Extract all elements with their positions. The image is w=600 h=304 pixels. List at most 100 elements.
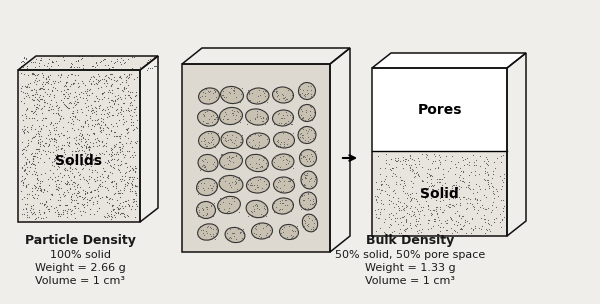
Point <box>102 175 112 180</box>
Point <box>496 154 506 159</box>
Point <box>306 105 316 110</box>
Point <box>484 206 493 210</box>
Point <box>127 66 137 71</box>
Point <box>466 226 475 230</box>
Point <box>496 197 505 202</box>
Point <box>74 140 83 145</box>
Point <box>104 132 114 137</box>
Point <box>413 219 423 224</box>
Point <box>475 205 484 209</box>
Point <box>70 101 79 106</box>
Point <box>275 199 285 203</box>
Point <box>22 105 32 110</box>
Point <box>281 120 291 125</box>
Point <box>88 123 97 128</box>
Point <box>88 202 98 207</box>
Point <box>31 150 40 155</box>
Point <box>287 228 297 233</box>
Point <box>130 190 140 195</box>
Point <box>57 143 67 147</box>
Point <box>29 169 38 174</box>
Point <box>114 203 124 208</box>
Point <box>303 134 313 139</box>
Point <box>427 177 436 182</box>
Point <box>127 113 137 118</box>
Point <box>45 167 55 172</box>
Point <box>423 203 433 208</box>
Point <box>261 161 271 165</box>
Point <box>17 126 26 131</box>
Point <box>498 152 508 157</box>
Point <box>23 130 33 134</box>
Point <box>116 75 125 80</box>
Point <box>125 95 134 99</box>
Point <box>409 181 418 185</box>
Point <box>226 236 235 240</box>
Point <box>484 171 493 176</box>
Point <box>108 64 118 69</box>
Point <box>458 170 467 174</box>
Point <box>24 95 34 99</box>
Point <box>429 207 439 212</box>
Point <box>74 191 83 196</box>
Point <box>28 195 38 200</box>
Point <box>236 140 246 144</box>
Point <box>449 203 459 208</box>
Point <box>52 144 61 149</box>
Point <box>227 209 236 214</box>
Point <box>56 114 66 119</box>
Point <box>405 205 415 210</box>
Point <box>80 210 90 215</box>
Point <box>196 180 206 185</box>
Point <box>288 131 298 136</box>
Point <box>50 85 60 90</box>
Point <box>273 179 283 184</box>
Point <box>461 197 470 202</box>
Point <box>26 203 36 208</box>
Point <box>49 206 59 211</box>
Point <box>299 181 308 186</box>
Point <box>398 157 408 162</box>
Point <box>251 202 260 207</box>
Point <box>308 93 318 98</box>
Point <box>201 120 211 125</box>
Point <box>115 144 124 149</box>
Point <box>208 138 217 143</box>
Point <box>76 57 86 61</box>
Point <box>118 200 128 205</box>
Point <box>47 192 56 197</box>
Point <box>40 90 50 95</box>
Point <box>61 166 70 171</box>
Point <box>126 206 136 211</box>
Point <box>384 161 394 166</box>
Point <box>438 198 448 203</box>
Point <box>30 192 40 197</box>
Point <box>107 215 117 219</box>
Point <box>65 165 74 170</box>
Point <box>53 111 62 116</box>
Point <box>38 148 48 153</box>
Point <box>483 158 493 163</box>
Point <box>61 81 70 86</box>
Point <box>300 206 310 210</box>
Point <box>124 57 133 61</box>
Point <box>83 98 92 103</box>
Point <box>100 159 110 164</box>
Point <box>375 210 385 215</box>
Point <box>389 187 399 192</box>
Point <box>127 116 136 121</box>
Point <box>26 203 35 208</box>
Point <box>285 178 295 182</box>
Point <box>218 164 227 169</box>
Point <box>406 192 415 197</box>
Point <box>483 163 493 168</box>
Point <box>455 226 465 231</box>
Point <box>72 109 82 114</box>
Point <box>195 154 205 159</box>
Point <box>59 143 69 148</box>
Point <box>425 167 434 171</box>
Point <box>221 111 231 116</box>
Point <box>63 72 73 77</box>
Point <box>131 93 140 98</box>
Point <box>62 158 72 163</box>
